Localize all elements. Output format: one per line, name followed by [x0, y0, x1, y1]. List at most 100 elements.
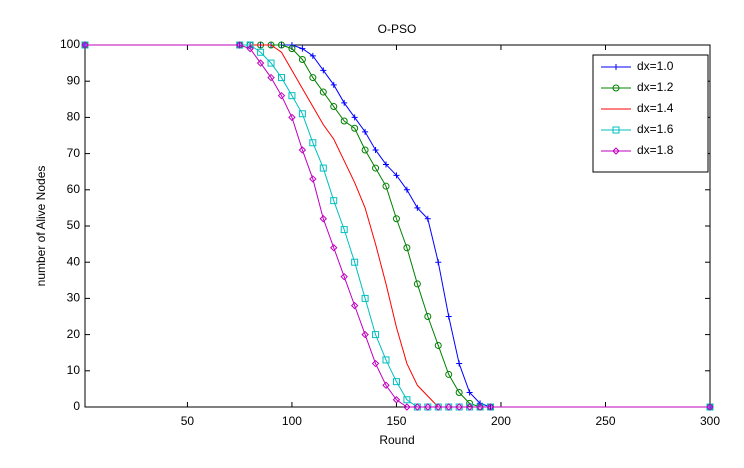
legend-label: dx=1.8	[637, 143, 674, 157]
marker	[371, 359, 380, 368]
chart-title: O-PSO	[378, 22, 417, 36]
marker	[455, 389, 463, 397]
marker	[267, 59, 275, 67]
x-tick-label: 300	[700, 414, 720, 428]
marker	[413, 403, 422, 411]
marker	[330, 81, 337, 88]
marker	[257, 48, 265, 56]
marker	[383, 161, 390, 168]
y-axis-label: number of Alive Nodes	[34, 166, 48, 287]
legend-label: dx=1.4	[637, 101, 674, 115]
marker	[382, 356, 390, 364]
marker	[298, 146, 307, 154]
marker	[372, 146, 379, 153]
marker	[392, 396, 401, 404]
marker	[299, 45, 306, 52]
marker	[403, 186, 410, 193]
legend-marker	[612, 147, 620, 155]
marker	[413, 280, 421, 288]
marker	[414, 204, 421, 211]
marker	[246, 41, 254, 49]
marker	[351, 124, 359, 132]
y-tick-label: 10	[67, 363, 81, 377]
marker	[330, 197, 338, 205]
marker	[246, 44, 254, 53]
marker	[330, 103, 338, 111]
marker	[350, 301, 359, 310]
legend-box	[592, 54, 709, 173]
marker	[277, 91, 286, 100]
marker	[434, 403, 442, 411]
y-tick-label: 20	[67, 327, 81, 341]
marker	[340, 272, 348, 281]
marker	[486, 403, 495, 411]
marker	[319, 164, 327, 172]
legend-label: dx=1.2	[637, 80, 674, 94]
marker	[256, 59, 265, 67]
marker	[403, 244, 411, 252]
marker	[288, 42, 295, 48]
marker	[288, 113, 296, 122]
x-tick-label: 100	[282, 414, 302, 428]
marker	[455, 403, 463, 411]
marker	[434, 341, 442, 349]
marker	[445, 403, 453, 411]
marker	[435, 259, 442, 266]
marker	[372, 331, 380, 339]
marker	[466, 389, 473, 396]
marker	[309, 74, 317, 82]
marker	[466, 399, 474, 407]
x-tick-label: 250	[595, 414, 615, 428]
marker	[706, 403, 714, 411]
marker	[288, 45, 296, 53]
marker	[288, 92, 296, 100]
y-tick-label: 80	[67, 110, 81, 124]
marker	[235, 41, 244, 49]
legend-marker	[612, 126, 620, 134]
marker	[81, 41, 89, 49]
marker	[382, 182, 390, 190]
marker	[319, 88, 327, 96]
marker	[424, 215, 431, 222]
marker	[361, 330, 369, 339]
y-tick-label: 40	[67, 254, 81, 268]
marker	[382, 381, 390, 389]
marker	[403, 403, 411, 411]
x-tick-label: 50	[181, 414, 195, 428]
y-tick-label: 100	[60, 37, 80, 51]
y-tick-label: 60	[67, 182, 81, 196]
marker	[362, 128, 369, 135]
marker	[351, 258, 359, 266]
y-tick-label: 50	[67, 218, 81, 232]
marker	[277, 41, 285, 49]
x-tick-label: 200	[491, 414, 511, 428]
marker	[465, 403, 474, 411]
marker	[424, 313, 432, 320]
marker	[309, 52, 316, 59]
marker	[267, 73, 275, 82]
legend-marker	[613, 64, 619, 70]
marker	[330, 244, 338, 252]
y-tick-label: 90	[67, 73, 81, 87]
marker	[309, 175, 317, 183]
marker	[298, 55, 306, 63]
y-tick-label: 30	[67, 291, 81, 305]
legend-marker	[612, 84, 620, 92]
legend-label: dx=1.6	[637, 122, 674, 136]
marker	[403, 396, 411, 404]
marker	[361, 294, 369, 302]
y-tick-label: 70	[67, 146, 81, 160]
marker	[298, 110, 306, 118]
marker	[445, 313, 452, 320]
marker	[392, 378, 400, 386]
marker	[392, 215, 400, 223]
marker	[309, 139, 317, 147]
marker	[361, 146, 369, 154]
marker	[424, 403, 432, 411]
legend-label: dx=1.0	[637, 59, 674, 73]
marker	[319, 215, 328, 223]
marker	[340, 226, 348, 234]
marker	[341, 99, 348, 106]
marker	[445, 370, 453, 378]
